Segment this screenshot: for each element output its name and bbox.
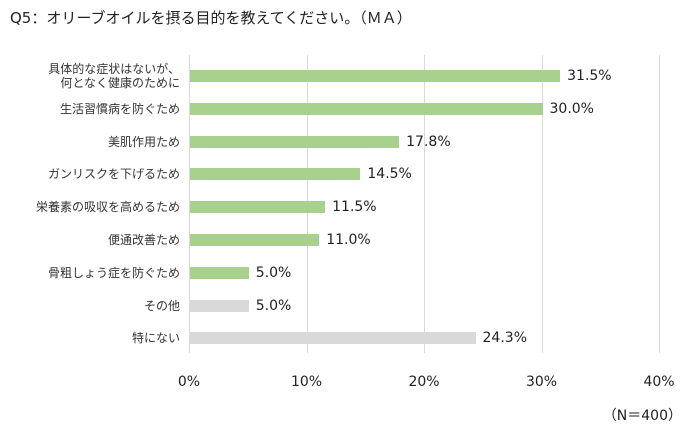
- bar-value-label: 17.8%: [406, 133, 451, 150]
- x-tick-label: 0%: [177, 374, 201, 390]
- bar-value-label: 31.5%: [567, 68, 612, 84]
- chart-title: Q5：オリーブオイルを摂る目的を教えてください。（ＭＡ）: [10, 9, 412, 27]
- gridline: [659, 55, 660, 353]
- sample-size-note: （N＝400）: [602, 408, 682, 424]
- bar: [190, 299, 249, 312]
- bar: [190, 102, 543, 115]
- bar: [190, 70, 561, 82]
- plot-area: 31.5% 30.0% 17.8% 14.5% 11.5% 11.0% 5.0% 5.0% 24…: [189, 55, 660, 353]
- category-label: 具体的な症状はないが、 何となく健康のために: [48, 62, 180, 90]
- bar-value-label: 11.5%: [332, 199, 377, 216]
- x-tick-label: 30%: [525, 374, 558, 390]
- x-tick-label: 10%: [290, 374, 323, 390]
- category-label: 便通改善ため: [107, 233, 180, 247]
- bar-value-label: 5.0%: [255, 264, 292, 281]
- x-tick-label: 40%: [643, 374, 675, 390]
- bar: [190, 332, 476, 345]
- gridline: [424, 55, 425, 353]
- bar: [190, 201, 326, 214]
- category-label: 栄養素の吸収を高めるため: [35, 200, 180, 215]
- bar-value-label: 24.3%: [482, 330, 527, 347]
- bar-value-label: 11.0%: [326, 232, 371, 248]
- category-label: 美肌作用ため: [107, 134, 180, 149]
- category-label: 生活習慣病を防ぐため: [59, 101, 180, 116]
- category-label: その他: [143, 298, 180, 313]
- bar: [190, 234, 320, 246]
- gridline: [189, 55, 190, 353]
- bar-value-label: 5.0%: [255, 297, 292, 314]
- category-label: 骨粗しょう症を防ぐため: [47, 265, 180, 280]
- bar-value-label: 14.5%: [367, 166, 412, 183]
- category-label: 特にない: [131, 331, 180, 346]
- bar: [190, 135, 400, 148]
- gridline: [541, 55, 543, 353]
- x-tick-label: 20%: [408, 374, 440, 390]
- bar-value-label: 30.0%: [549, 100, 594, 117]
- bar: [190, 168, 361, 181]
- bar: [190, 266, 249, 279]
- category-label: ガンリスクを下げるため: [47, 167, 180, 182]
